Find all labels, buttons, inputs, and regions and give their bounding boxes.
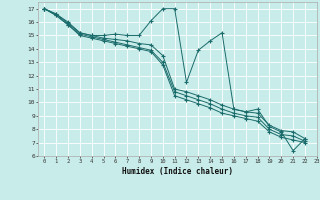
X-axis label: Humidex (Indice chaleur): Humidex (Indice chaleur) xyxy=(122,167,233,176)
